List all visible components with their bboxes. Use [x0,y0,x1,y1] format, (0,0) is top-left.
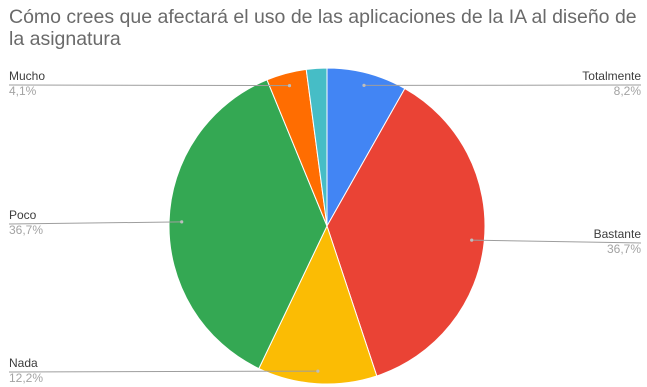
slice-percent-label: 4,1% [9,84,37,98]
pie-slice-poco [168,79,328,370]
leader-dot [316,369,320,373]
leader-dot [180,220,184,224]
leader-line [8,84,290,87]
slice-label: Bastante [594,227,642,241]
slice-label: Mucho [9,69,45,83]
leader-line [8,221,182,225]
pie-slice-other [305,67,328,227]
leader-line [8,370,318,373]
slice-percent-label: 36,7% [607,242,641,256]
leader-dot [287,84,292,88]
slice-percent-label: 8,2% [614,84,642,98]
chart-title: Cómo crees que afectará el uso de las ap… [9,6,637,50]
slice-label: Poco [9,208,37,222]
leader-line [471,239,642,244]
slice-label: Nada [9,356,38,370]
leader-dot [362,83,366,87]
slice-percent-label: 36,7% [9,223,43,237]
pie-slice-bastante [326,87,486,377]
slice-percent-label: 12,2% [9,371,43,385]
leader-dot [470,238,474,242]
slice-label: Totalmente [582,69,641,83]
